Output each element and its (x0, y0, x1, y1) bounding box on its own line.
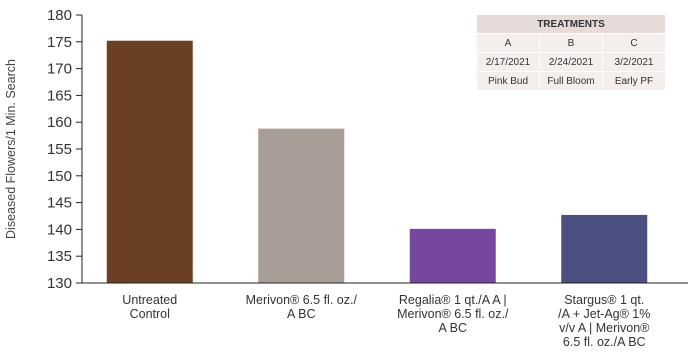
bar (258, 128, 345, 283)
treatment-stage-a: Pink Bud (476, 71, 540, 91)
y-tick-label: 170 (47, 61, 72, 78)
bar (561, 214, 648, 283)
x-category-label: Regalia® 1 qt./A A | Merivon® 6.5 fl. oz.… (397, 293, 509, 335)
y-axis-label: Diseased Flowers/1 Min. Search (4, 59, 18, 239)
x-category-label: Merivon® 6.5 fl. oz./A BC (246, 293, 358, 321)
y-tick-label: 175 (47, 34, 72, 51)
category-labels: Untreated Control Merivon® 6.5 fl. oz./A B… (122, 293, 650, 349)
treatment-date-a: 2/17/2021 (476, 52, 540, 72)
treatment-date-b: 2/24/2021 (539, 52, 603, 72)
bars (106, 40, 648, 284)
treatment-stage-c: Early PF (602, 71, 666, 91)
y-tick-label: 130 (47, 275, 72, 292)
y-tick-label: 155 (47, 141, 72, 158)
y-tick-label: 165 (47, 87, 72, 104)
y-tick-label: 150 (47, 168, 72, 185)
y-axis-ticks: 130 135 140 145 150 155 160 165 170 175 180 (47, 7, 82, 292)
treatment-code-c: C (602, 33, 666, 53)
y-tick-label: 145 (47, 195, 72, 212)
treatment-date-c: 3/2/2021 (602, 52, 666, 72)
treatment-code-b: B (539, 33, 603, 53)
treatment-code-a: A (476, 33, 540, 53)
treatment-stage-b: Full Bloom (539, 71, 603, 91)
x-category-label: Untreated Control (122, 293, 177, 321)
y-tick-label: 160 (47, 114, 72, 131)
y-tick-label: 140 (47, 221, 72, 238)
bar (409, 228, 496, 283)
y-tick-label: 180 (47, 7, 72, 24)
treatments-table: TREATMENTS A B C 2/17/2021 2/24/2021 3/2… (476, 14, 666, 91)
y-tick-label: 135 (47, 248, 72, 265)
x-category-label: Stargus® 1 qt./A + Jet-Ag® 1% v/v A | Mer… (558, 293, 650, 349)
treatments-header: TREATMENTS (476, 14, 666, 34)
bar (106, 40, 193, 284)
